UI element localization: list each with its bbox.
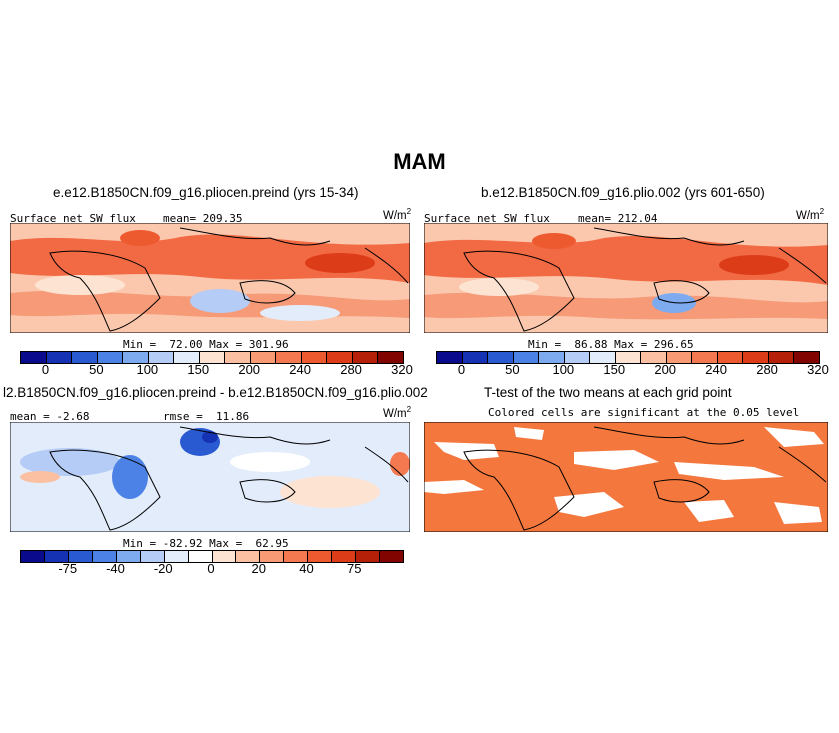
panel4-title: T-test of the two means at each grid poi…: [484, 385, 732, 400]
colorbar-cell: [46, 352, 73, 363]
colorbar-tick-label: 0: [41, 362, 50, 377]
colorbar-cell: [21, 352, 47, 363]
panel3-colorbar: [20, 550, 404, 563]
panel3-minmax: Min = -82.92 Max = 62.95: [123, 537, 289, 550]
colorbar-cell: [717, 352, 744, 363]
colorbar-tick-label: 320: [807, 362, 829, 377]
colorbar-cell: [21, 551, 45, 562]
panel2-minmax: Min = 86.88 Max = 296.65: [528, 338, 694, 351]
colorbar-cell: [641, 352, 667, 363]
colorbar-cell: [188, 551, 213, 562]
panel2-map: [424, 223, 828, 333]
colorbar-cell: [308, 551, 333, 562]
colorbar-cell: [174, 352, 200, 363]
colorbar-cell: [666, 352, 693, 363]
colorbar-cell: [236, 551, 261, 562]
colorbar-cell: [564, 352, 591, 363]
panel3-mean: mean = -2.68: [10, 410, 90, 423]
colorbar-cell: [794, 352, 819, 363]
colorbar-cell: [437, 352, 463, 363]
colorbar-tick-label: 240: [289, 362, 311, 377]
colorbar-tick-label: 100: [552, 362, 575, 377]
colorbar-tick-label: 0: [207, 561, 215, 576]
colorbar-tick-label: 50: [89, 362, 104, 377]
colorbar-tick-label: 200: [238, 362, 261, 377]
panel1-minmax: Min = 72.00 Max = 301.96: [123, 338, 289, 351]
panel1-map: [10, 223, 410, 333]
colorbar-tick-label: -75: [58, 561, 78, 576]
panel2-units: W/m2: [796, 207, 825, 222]
colorbar-cell: [212, 551, 237, 562]
colorbar-cell: [488, 352, 514, 363]
colorbar-cell: [615, 352, 642, 363]
colorbar-cell: [332, 551, 357, 562]
colorbar-cell: [92, 551, 117, 562]
colorbar-cell: [301, 352, 328, 363]
colorbar-tick-label: 150: [603, 362, 626, 377]
panel2-colorbar: [436, 351, 820, 364]
colorbar-cell: [590, 352, 616, 363]
colorbar-cell: [513, 352, 540, 363]
colorbar-cell: [260, 551, 285, 562]
colorbar-cell: [140, 551, 165, 562]
colorbar-cell: [250, 352, 277, 363]
colorbar-cell: [743, 352, 769, 363]
colorbar-tick-label: 200: [654, 362, 677, 377]
panel1-colorbar: [20, 351, 404, 364]
colorbar-cell: [327, 352, 353, 363]
colorbar-tick-label: 50: [505, 362, 520, 377]
panel1-colorbar-ticks: 0 50 100 150 200 240 280 320: [20, 362, 413, 378]
colorbar-tick-label: -40: [106, 561, 125, 576]
panel1-title: e.e12.B1850CN.f09_g16.pliocen.preind (yr…: [53, 185, 359, 200]
colorbar-cell: [123, 352, 149, 363]
colorbar-cell: [539, 352, 565, 363]
colorbar-cell: [68, 551, 93, 562]
panel1-mean: mean= 209.35: [163, 212, 243, 225]
panel3-map: [10, 422, 410, 532]
panel2-mean: mean= 212.04: [578, 212, 658, 225]
colorbar-cell: [378, 352, 403, 363]
colorbar-cell: [352, 352, 379, 363]
panel3-units: W/m2: [383, 405, 412, 420]
colorbar-cell: [276, 352, 302, 363]
colorbar-cell: [462, 352, 489, 363]
colorbar-tick-label: 0: [457, 362, 466, 377]
colorbar-cell: [44, 551, 69, 562]
colorbar-tick-label: 280: [756, 362, 778, 377]
panel2-colorbar-ticks: 0 50 100 150 200 240 280 320: [436, 362, 829, 378]
figure-title: MAM: [393, 149, 446, 174]
colorbar-cell: [199, 352, 226, 363]
colorbar-cell: [116, 551, 141, 562]
colorbar-cell: [692, 352, 718, 363]
colorbar-cell: [148, 352, 175, 363]
panel4-subtitle: Colored cells are significant at the 0.0…: [488, 406, 800, 419]
colorbar-cell: [284, 551, 309, 562]
panel3-title: l2.B1850CN.f09_g16.pliocen.preind - b.e1…: [3, 385, 428, 400]
panel3-colorbar-ticks: -75 -40 -20 0 20 40 75: [20, 561, 402, 577]
colorbar-cell: [97, 352, 124, 363]
colorbar-cell: [356, 551, 381, 562]
colorbar-cell: [380, 551, 403, 562]
colorbar-tick-label: 240: [705, 362, 727, 377]
panel4-map: [424, 422, 828, 532]
panel2-title: b.e12.B1850CN.f09_g16.plio.002 (yrs 601-…: [481, 185, 765, 200]
panel2-field-label: Surface net SW flux: [424, 212, 550, 225]
colorbar-tick-label: 100: [136, 362, 159, 377]
colorbar-cell: [72, 352, 98, 363]
panel1-units: W/m2: [383, 207, 412, 222]
colorbar-tick-label: -20: [153, 561, 173, 576]
colorbar-tick-label: 75: [347, 561, 362, 576]
colorbar-tick-label: 150: [187, 362, 210, 377]
colorbar-tick-label: 40: [299, 561, 314, 576]
colorbar-cell: [768, 352, 795, 363]
colorbar-tick-label: 280: [340, 362, 362, 377]
colorbar-cell: [225, 352, 251, 363]
colorbar-tick-label: 320: [391, 362, 413, 377]
colorbar-cell: [164, 551, 189, 562]
colorbar-tick-label: 20: [251, 561, 266, 576]
panel1-field-label: Surface net SW flux: [10, 212, 136, 225]
panel3-rmse: rmse = 11.86: [163, 410, 250, 423]
